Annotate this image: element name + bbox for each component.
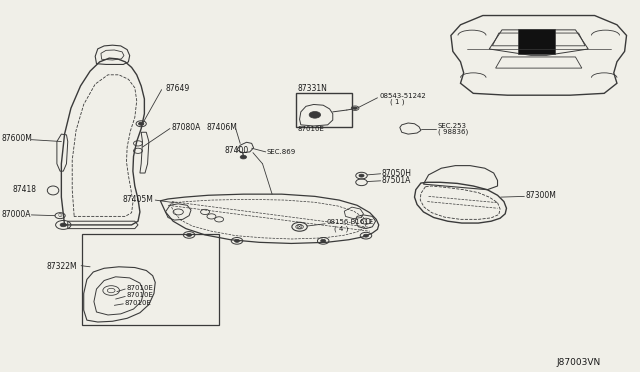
Text: J87003VN: J87003VN <box>557 357 601 366</box>
Circle shape <box>364 234 369 237</box>
Text: 87000A: 87000A <box>2 210 31 219</box>
Text: 87010E: 87010E <box>298 126 324 132</box>
Circle shape <box>359 174 364 177</box>
Bar <box>518 29 555 54</box>
Text: ( 4 ): ( 4 ) <box>334 225 348 232</box>
Text: 87501A: 87501A <box>382 176 412 185</box>
Text: 87406M: 87406M <box>206 123 237 132</box>
Text: 87300M: 87300M <box>525 191 557 200</box>
Text: 08543-51242: 08543-51242 <box>380 93 426 99</box>
Text: SEC.869: SEC.869 <box>267 148 296 154</box>
Text: 87405M: 87405M <box>122 195 153 204</box>
Text: 08156-B161E: 08156-B161E <box>326 219 374 225</box>
Circle shape <box>186 234 191 236</box>
Text: 87400: 87400 <box>224 146 248 155</box>
Circle shape <box>60 223 67 227</box>
Text: 87600M: 87600M <box>2 134 33 144</box>
Text: 87080A: 87080A <box>172 123 201 132</box>
Circle shape <box>240 155 246 159</box>
Text: 87331N: 87331N <box>298 84 328 93</box>
Circle shape <box>321 239 326 242</box>
Text: 87322M: 87322M <box>47 262 77 271</box>
Text: SEC.253: SEC.253 <box>438 123 467 129</box>
Text: ( 98836): ( 98836) <box>438 129 468 135</box>
Text: ⊗: ⊗ <box>296 222 303 231</box>
Text: ⊙: ⊙ <box>58 213 62 218</box>
Text: 87010E: 87010E <box>125 300 152 306</box>
Text: 87010E: 87010E <box>127 292 154 298</box>
Circle shape <box>234 239 239 242</box>
Circle shape <box>139 122 144 125</box>
Circle shape <box>309 112 321 118</box>
Text: 87418: 87418 <box>12 185 36 194</box>
Text: 87010E: 87010E <box>127 285 154 291</box>
Text: 87649: 87649 <box>166 84 189 93</box>
Bar <box>296 93 352 127</box>
Bar <box>82 234 219 325</box>
Circle shape <box>353 107 357 109</box>
Text: ( 1 ): ( 1 ) <box>390 99 404 106</box>
Text: 87050H: 87050H <box>382 169 412 177</box>
